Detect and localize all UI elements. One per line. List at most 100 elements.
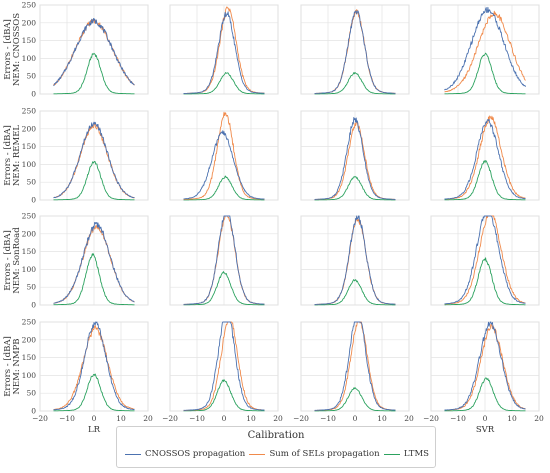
series-line-blue [314,215,396,305]
x-tick-label: −20 [293,414,309,423]
series-line-blue [444,6,526,91]
panel-r2-c3 [300,110,410,201]
series-line-blue [444,321,526,411]
x-tick-label: 0 [353,414,358,423]
y-tick-label: 0 [31,90,36,99]
series-line-blue [314,117,396,200]
series-line-green [53,52,135,95]
legend-swatch-orange [249,453,266,455]
x-tick-label: 10 [246,414,256,423]
panel-r2-c4 [430,110,540,201]
series-line-blue [183,321,265,411]
x-tick-label: 0 [92,414,97,423]
y-tick-label: 50 [26,389,36,398]
legend-swatch-green [383,453,400,455]
legend-item-sum-sels: Sum of SELs propagation [249,449,380,459]
series-line-orange [444,10,526,93]
panel-r1-c4 [430,4,540,95]
series-line-orange [183,111,265,200]
series-line-blue [53,18,135,87]
panel-r4-c2: −20−1001020DT [162,321,283,435]
panel-r1-c3 [300,4,410,95]
x-tick-label: 0 [483,414,488,423]
y-tick-label: 200 [22,124,37,133]
series-line-green [314,279,396,306]
y-tick-label: 250 [22,212,37,221]
legend-label: Sum of SELs propagation [269,449,380,459]
series-line-green [183,175,265,201]
y-tick-label: 200 [22,229,37,238]
x-tick-label: −10 [189,414,205,423]
x-tick-label: −20 [32,414,48,423]
legend-label: CNOSSOS propagation [145,449,246,459]
column-label: SVR [476,425,495,435]
y-tick-label: 50 [26,178,36,187]
legend-swatch-blue [125,453,141,455]
x-tick-label: 20 [143,414,153,423]
y-tick-label: 50 [26,72,36,81]
series-line-green [314,387,396,412]
series-line-blue [183,215,265,305]
x-tick-label: 10 [377,414,387,423]
series-line-green [444,257,526,306]
panel-r3-c4 [430,215,540,306]
series-line-orange [444,215,526,305]
y-tick-label: 0 [31,301,36,310]
x-tick-label: 10 [116,414,126,423]
y-tick-label: 0 [31,407,36,416]
y-tick-label: 200 [22,18,37,27]
legend: Calibration CNOSSOS propagation Sum of S… [116,426,436,468]
series-line-blue [314,10,396,94]
x-tick-label: −10 [450,414,466,423]
y-tick-label: 100 [22,54,37,63]
panel-r2-c2 [169,110,279,201]
panel-r1-c2 [169,4,279,95]
series-line-green [444,52,526,95]
series-line-green [183,72,265,95]
series-line-orange [53,122,135,199]
series-line-blue [53,121,135,199]
series-line-green [183,271,265,306]
y-tick-label: 250 [22,1,37,10]
y-tick-label: 150 [22,142,37,151]
series-line-orange [53,325,135,411]
legend-title: Calibration [247,430,305,441]
x-tick-label: −10 [320,414,336,423]
legend-item-cnossos: CNOSSOS propagation [125,449,245,459]
column-label: LR [88,425,101,435]
y-tick-label: 100 [22,160,37,169]
x-tick-label: −10 [59,414,75,423]
series-line-blue [444,119,526,200]
series-line-green [183,379,265,412]
legend-label: LTMS [403,449,429,459]
series-line-blue [53,321,135,411]
x-tick-label: −20 [162,414,178,423]
series-line-blue [183,11,265,94]
y-tick-label: 50 [26,283,36,292]
x-tick-label: 20 [404,414,414,423]
y-tick-label: 100 [22,265,37,274]
y-tick-label: 200 [22,335,37,344]
series-line-green [53,160,135,201]
legend-item-ltms: LTMS [383,449,429,459]
x-tick-label: 10 [507,414,517,423]
x-tick-label: 20 [534,414,544,423]
y-tick-label: 250 [22,318,37,327]
series-line-green [314,175,396,201]
y-tick-label: 150 [22,247,37,256]
panel-r3-c3 [300,215,410,306]
x-tick-label: 20 [273,414,283,423]
panel-r3-c2 [169,215,279,306]
series-line-green [53,373,135,412]
series-line-green [314,72,396,95]
series-line-blue [53,221,135,304]
row-label: Errors - [dBA]NEM: REMEL [3,125,22,186]
y-tick-label: 250 [22,107,37,116]
series-line-blue [314,321,396,411]
y-tick-label: 150 [22,353,37,362]
row-label: Errors - [dBA]NEM: NMPB [3,336,22,397]
